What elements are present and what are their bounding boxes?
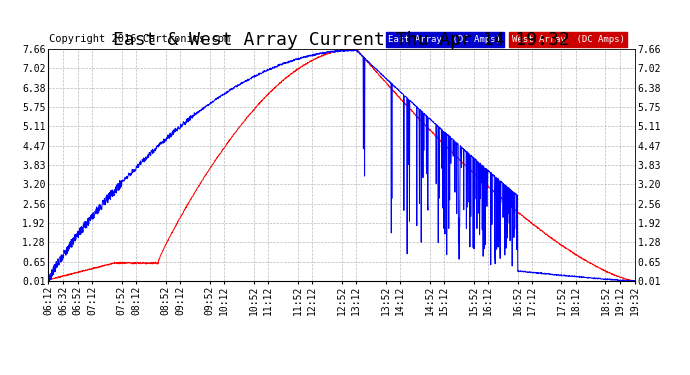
Text: Copyright 2016 Cartronics.com: Copyright 2016 Cartronics.com <box>49 34 230 44</box>
Title: East & West Array Current Thu Apr 14 19:32: East & West Array Current Thu Apr 14 19:… <box>113 31 570 49</box>
Text: West Array  (DC Amps): West Array (DC Amps) <box>512 35 624 44</box>
Text: East Array  (DC Amps): East Array (DC Amps) <box>388 35 502 44</box>
